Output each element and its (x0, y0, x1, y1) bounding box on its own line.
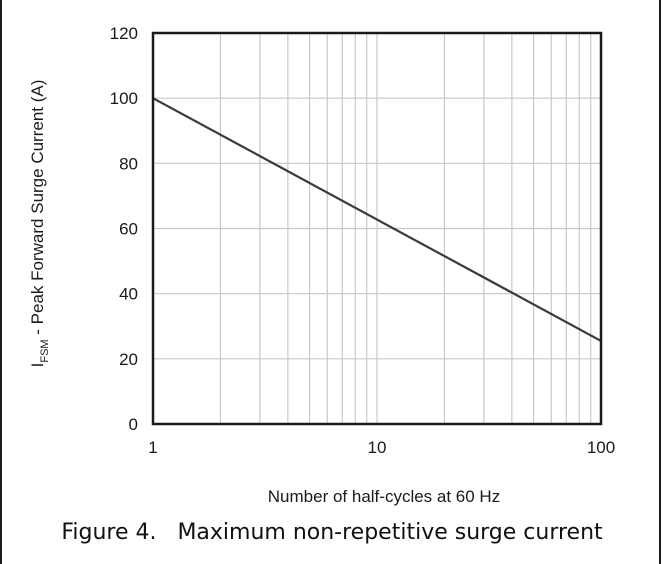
y-tick-label: 40 (119, 285, 138, 304)
y-axis-title-suffix: - Peak Forward Surge Current (A) (28, 80, 47, 340)
x-tick-label: 100 (587, 438, 615, 457)
figure-caption: Figure 4. Maximum non-repetitive surge c… (61, 520, 603, 545)
x-tick-label: 10 (368, 438, 387, 457)
y-axis-title: IFSM - Peak Forward Surge Current (A) (28, 80, 51, 368)
grid (153, 33, 601, 424)
y-tick-labels: 0 20 40 60 80 100 120 (110, 24, 138, 434)
y-tick-label: 80 (119, 154, 138, 173)
y-tick-label: 120 (110, 24, 138, 43)
series-line (152, 97, 602, 342)
series-layer (152, 97, 602, 342)
y-axis-title-prefix: I (28, 363, 47, 368)
x-tick-labels: 1 10 100 (148, 438, 615, 457)
y-tick-label: 0 (129, 415, 138, 434)
y-axis-title-subscript: FSM (39, 339, 51, 362)
x-tick-label: 1 (148, 438, 157, 457)
y-tick-label: 20 (119, 350, 138, 369)
y-tick-label: 60 (119, 220, 138, 239)
plot-border (151, 31, 603, 426)
x-axis-title: Number of half-cycles at 60 Hz (268, 487, 500, 506)
y-tick-label: 100 (110, 89, 138, 108)
